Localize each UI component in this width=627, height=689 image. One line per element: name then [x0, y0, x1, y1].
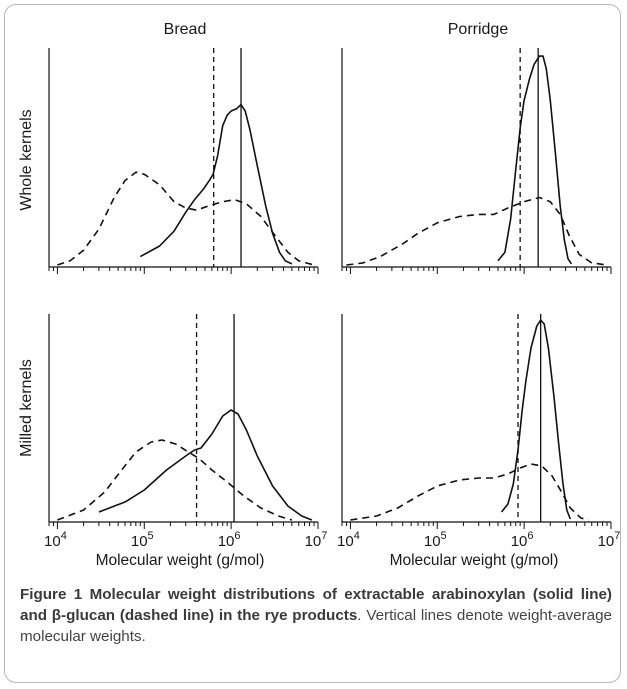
panel-porridge-milled-kernels: [342, 314, 611, 529]
panel-bread-milled-kernels: [49, 314, 318, 529]
x-tick-label: 105: [131, 530, 154, 550]
row-title-whole-kernels: Whole kernels: [18, 109, 35, 210]
beta-glucan-curve: [350, 464, 588, 520]
panel-bread-whole-kernels: [49, 48, 318, 274]
column-title-porridge: Porridge: [448, 21, 509, 38]
x-tick-label: 107: [598, 530, 621, 550]
x-tick-label: 106: [511, 530, 534, 550]
x-axis-ticks: [342, 267, 611, 274]
x-tick-label: 104: [337, 530, 360, 550]
x-tick-label: 106: [218, 530, 241, 550]
figure-chart: Bread Porridge Whole kernels Milled kern…: [0, 0, 627, 580]
arabinoxylan-curve: [140, 105, 292, 264]
x-axis-ticks: [342, 522, 611, 529]
x-axis-label-bread: Molecular weight (g/mol): [96, 552, 265, 569]
caption-label: Figure 1: [20, 586, 82, 603]
row-title-milled-kernels: Milled kernels: [18, 359, 35, 457]
beta-glucan-curve: [57, 440, 292, 520]
x-axis-label-porridge: Molecular weight (g/mol): [390, 552, 559, 569]
x-axis-ticks: [49, 267, 318, 274]
x-axis-ticks: [49, 522, 318, 529]
caption-period: .: [357, 607, 361, 624]
x-tick-label: 105: [424, 530, 447, 550]
beta-glucan-curve: [57, 172, 314, 265]
x-tick-label: 104: [44, 530, 67, 550]
column-title-bread: Bread: [164, 21, 207, 38]
figure-caption: Figure 1 Molecular weight distributions …: [20, 584, 612, 647]
x-tick-label: 107: [305, 530, 328, 550]
arabinoxylan-curve: [498, 56, 571, 264]
panel-porridge-whole-kernels: [342, 48, 611, 274]
